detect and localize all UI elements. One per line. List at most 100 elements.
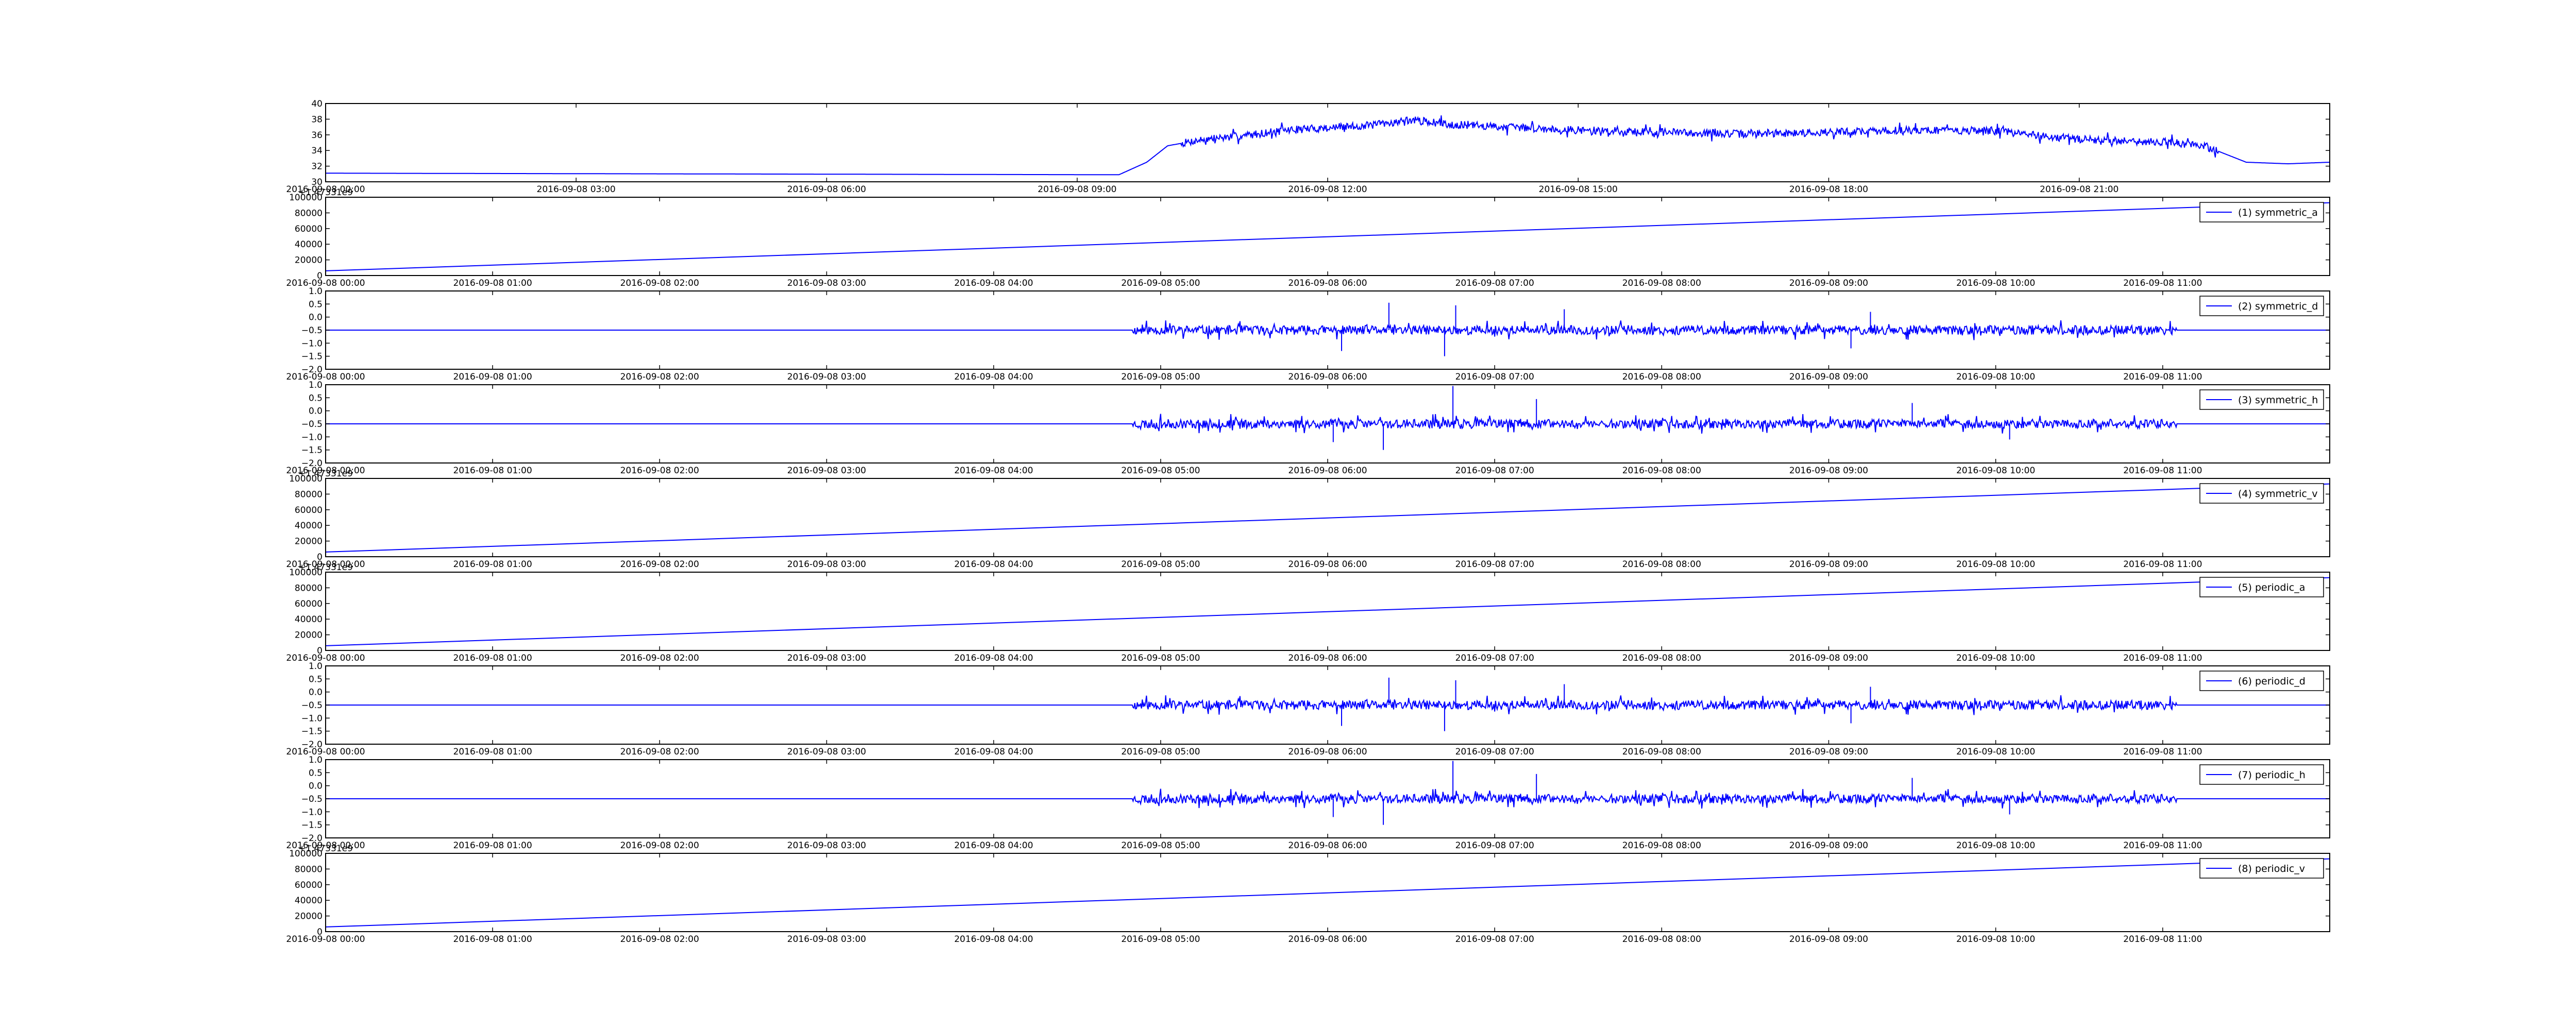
- x-tick-label: 2016-09-08 01:00: [453, 653, 532, 663]
- x-tick-label: 2016-09-08 08:00: [1622, 559, 1701, 570]
- x-tick-label: 2016-09-08 00:00: [286, 559, 365, 570]
- series-line-4: [326, 414, 2330, 434]
- x-tick-label: 2016-09-08 07:00: [1455, 559, 1534, 570]
- y-tick-label: 20000: [295, 630, 323, 641]
- y-tick-label: −1.5: [301, 820, 323, 831]
- x-tick-label: 2016-09-08 06:00: [1288, 747, 1367, 757]
- y-axis: 0 20000 40000 60000 80000 100000: [289, 568, 2330, 656]
- y-axis: −2.0 −1.5 −1.0 −0.5 0.0 0.5 1.0: [301, 755, 2330, 844]
- y-axis: 0 20000 40000 60000 80000 100000: [289, 849, 2330, 937]
- x-tick-label: 2016-09-08 01:00: [453, 747, 532, 757]
- legend-label: (4) symmetric_v: [2238, 488, 2318, 500]
- x-tick-label: 2016-09-08 07:00: [1455, 747, 1534, 757]
- x-axis: 2016-09-08 00:00 2016-09-08 01:00 2016-09-…: [286, 197, 2202, 288]
- x-tick-label: 2016-09-08 05:00: [1121, 278, 1200, 288]
- x-tick-label: 2016-09-08 07:00: [1455, 653, 1534, 663]
- x-tick-label: 2016-09-08 10:00: [1956, 372, 2035, 382]
- x-tick-label: 2016-09-08 06:00: [787, 184, 866, 195]
- x-tick-label: 2016-09-08 01:00: [453, 559, 532, 570]
- x-tick-label: 2016-09-08 03:00: [787, 653, 866, 663]
- y-tick-label: 80000: [295, 864, 323, 874]
- y-tick-label: −0.5: [301, 325, 323, 336]
- x-tick-label: 2016-09-08 10:00: [1956, 278, 2035, 288]
- y-tick-label: 80000: [295, 489, 323, 500]
- y-tick-label: 100000: [289, 474, 323, 484]
- x-tick-label: 2016-09-08 04:00: [954, 653, 1033, 663]
- x-tick-label: 2016-09-08 08:00: [1622, 653, 1701, 663]
- y-tick-label: 40000: [295, 521, 323, 531]
- x-tick-label: 2016-09-08 00:00: [286, 653, 365, 663]
- x-tick-label: 2016-09-08 15:00: [1539, 184, 1618, 195]
- legend-label: (8) periodic_v: [2238, 863, 2305, 874]
- x-axis: 2016-09-08 00:00 2016-09-08 01:00 2016-09-…: [286, 666, 2202, 757]
- y-tick-label: 0.0: [309, 781, 323, 792]
- y-tick-label: 1.0: [309, 755, 323, 765]
- x-tick-label: 2016-09-08 02:00: [620, 372, 699, 382]
- x-tick-label: 2016-09-08 03:00: [787, 559, 866, 570]
- x-tick-label: 2016-09-08 06:00: [1288, 466, 1367, 476]
- x-tick-label: 2016-09-08 08:00: [1622, 278, 1701, 288]
- x-tick-label: 2016-09-08 02:00: [620, 653, 699, 663]
- legend-label: (5) periodic_a: [2238, 582, 2305, 593]
- y-tick-label: 40000: [295, 239, 323, 250]
- y-tick-label: 0: [317, 646, 323, 656]
- x-tick-label: 2016-09-08 01:00: [453, 278, 532, 288]
- x-tick-label: 2016-09-08 04:00: [954, 466, 1033, 476]
- x-tick-label: 2016-09-08 11:00: [2123, 840, 2202, 851]
- y-tick-label: 1.0: [309, 661, 323, 672]
- y-tick-label: 60000: [295, 880, 323, 890]
- x-tick-label: 2016-09-08 05:00: [1121, 747, 1200, 757]
- x-tick-label: 2016-09-08 02:00: [620, 747, 699, 757]
- x-tick-label: 2016-09-08 03:00: [787, 372, 866, 382]
- x-axis: 2016-09-08 00:00 2016-09-08 03:00 2016-09-…: [286, 104, 2119, 195]
- x-tick-label: 2016-09-08 04:00: [954, 372, 1033, 382]
- y-tick-label: −0.5: [301, 700, 323, 711]
- y-tick-label: 0: [317, 927, 323, 937]
- x-tick-label: 2016-09-08 11:00: [2123, 372, 2202, 382]
- y-axis: −2.0 −1.5 −1.0 −0.5 0.0 0.5 1.0: [301, 286, 2330, 375]
- x-tick-label: 2016-09-08 01:00: [453, 372, 532, 382]
- legend: (4) symmetric_v: [2199, 483, 2324, 504]
- x-axis: 2016-09-08 00:00 2016-09-08 01:00 2016-09-…: [286, 385, 2202, 476]
- x-tick-label: 2016-09-08 04:00: [954, 278, 1033, 288]
- series-line-2: [325, 202, 2330, 271]
- y-tick-label: 36: [311, 130, 323, 141]
- x-tick-label: 2016-09-08 09:00: [1789, 278, 1868, 288]
- legend: (8) periodic_v: [2199, 858, 2324, 879]
- x-tick-label: 2016-09-08 03:00: [537, 184, 616, 195]
- x-tick-label: 2016-09-08 11:00: [2123, 747, 2202, 757]
- x-tick-label: 2016-09-08 00:00: [286, 747, 365, 757]
- y-tick-label: 30: [311, 177, 323, 187]
- y-offset-label: +1.47331e9: [298, 562, 353, 573]
- x-tick-label: 2016-09-08 09:00: [1789, 653, 1868, 663]
- x-tick-label: 2016-09-08 03:00: [787, 840, 866, 851]
- legend-label: (6) periodic_d: [2238, 676, 2306, 687]
- y-tick-label: 80000: [295, 583, 323, 593]
- y-tick-label: −1.0: [301, 807, 323, 817]
- y-tick-label: 0.5: [309, 299, 323, 310]
- x-tick-label: 2016-09-08 08:00: [1622, 466, 1701, 476]
- x-tick-label: 2016-09-08 21:00: [2040, 184, 2119, 195]
- x-tick-label: 2016-09-08 05:00: [1121, 372, 1200, 382]
- x-tick-label: 2016-09-08 03:00: [787, 278, 866, 288]
- y-tick-label: −1.0: [301, 432, 323, 442]
- y-tick-label: 60000: [295, 505, 323, 516]
- series-line-6: [325, 577, 2330, 646]
- y-tick-label: 1.0: [309, 286, 323, 297]
- x-axis: 2016-09-08 00:00 2016-09-08 01:00 2016-09-…: [286, 760, 2202, 851]
- y-tick-label: 60000: [295, 224, 323, 234]
- x-tick-label: 2016-09-08 10:00: [1956, 653, 2035, 663]
- x-tick-label: 2016-09-08 02:00: [620, 934, 699, 945]
- y-tick-label: 20000: [295, 537, 323, 547]
- x-tick-label: 2016-09-08 11:00: [2123, 278, 2202, 288]
- legend: (7) periodic_h: [2199, 764, 2324, 785]
- y-tick-label: −2.0: [301, 740, 323, 750]
- legend: (1) symmetric_a: [2199, 202, 2324, 222]
- y-tick-label: 0: [317, 552, 323, 562]
- x-tick-label: 2016-09-08 08:00: [1622, 372, 1701, 382]
